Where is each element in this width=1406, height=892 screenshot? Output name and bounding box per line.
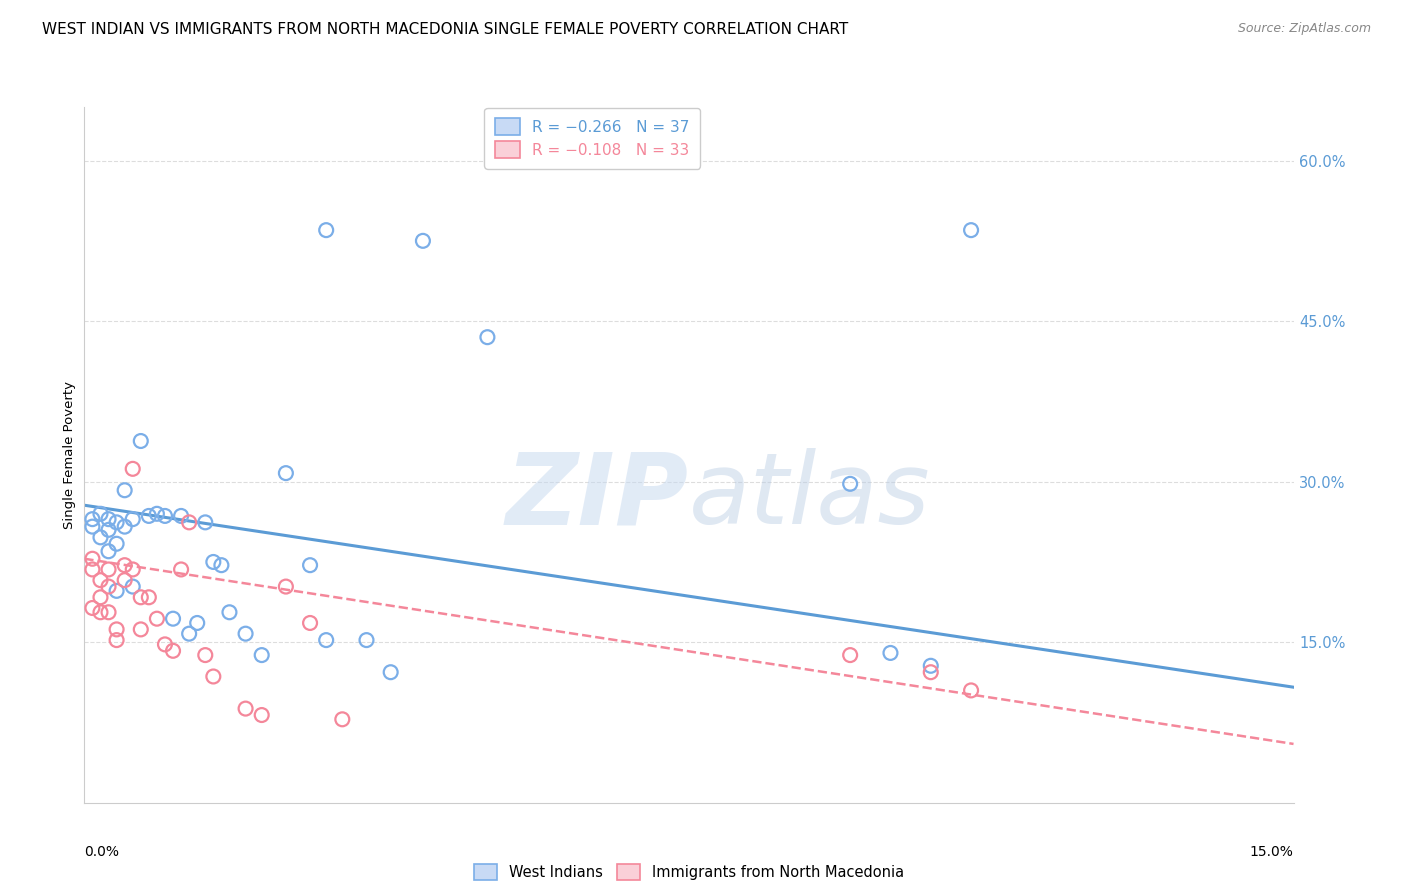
Point bbox=[299, 615, 322, 630]
Point bbox=[121, 462, 143, 476]
Point bbox=[114, 558, 136, 573]
Point bbox=[179, 516, 201, 530]
Point bbox=[97, 605, 120, 619]
Point bbox=[82, 601, 104, 615]
Point bbox=[105, 583, 128, 598]
Point bbox=[89, 591, 111, 605]
Point bbox=[162, 612, 184, 626]
Point bbox=[114, 519, 136, 533]
Point bbox=[194, 648, 217, 662]
Point bbox=[412, 234, 434, 248]
Point bbox=[129, 591, 152, 605]
Point bbox=[97, 562, 120, 576]
Point bbox=[121, 562, 143, 576]
Text: 15.0%: 15.0% bbox=[1250, 845, 1294, 858]
Point bbox=[82, 562, 104, 576]
Point bbox=[146, 612, 169, 626]
Point bbox=[162, 644, 184, 658]
Point bbox=[179, 626, 201, 640]
Point bbox=[250, 708, 273, 723]
Point bbox=[105, 516, 128, 530]
Point bbox=[170, 508, 193, 523]
Point bbox=[274, 466, 297, 480]
Point bbox=[299, 558, 322, 573]
Point bbox=[121, 580, 143, 594]
Point bbox=[146, 507, 169, 521]
Point bbox=[960, 683, 983, 698]
Point bbox=[920, 665, 942, 680]
Point bbox=[879, 646, 901, 660]
Point bbox=[138, 508, 160, 523]
Point bbox=[97, 512, 120, 526]
Point bbox=[235, 626, 257, 640]
Text: atlas: atlas bbox=[689, 448, 931, 545]
Point bbox=[960, 223, 983, 237]
Point bbox=[97, 544, 120, 558]
Point bbox=[129, 623, 152, 637]
Point bbox=[477, 330, 499, 344]
Point bbox=[105, 537, 128, 551]
Text: WEST INDIAN VS IMMIGRANTS FROM NORTH MACEDONIA SINGLE FEMALE POVERTY CORRELATION: WEST INDIAN VS IMMIGRANTS FROM NORTH MAC… bbox=[42, 22, 848, 37]
Point bbox=[89, 530, 111, 544]
Point bbox=[82, 551, 104, 566]
Legend: West Indians, Immigrants from North Macedonia: West Indians, Immigrants from North Mace… bbox=[468, 858, 910, 886]
Point bbox=[315, 223, 337, 237]
Point bbox=[82, 519, 104, 533]
Point bbox=[330, 712, 353, 726]
Point bbox=[209, 558, 232, 573]
Point bbox=[235, 701, 257, 715]
Point bbox=[105, 633, 128, 648]
Point bbox=[105, 623, 128, 637]
Point bbox=[194, 516, 217, 530]
Text: ZIP: ZIP bbox=[506, 448, 689, 545]
Point bbox=[315, 633, 337, 648]
Point bbox=[274, 580, 297, 594]
Point bbox=[202, 669, 225, 683]
Point bbox=[89, 605, 111, 619]
Point bbox=[153, 508, 176, 523]
Point bbox=[920, 658, 942, 673]
Point bbox=[356, 633, 378, 648]
Point bbox=[839, 476, 862, 491]
Text: Source: ZipAtlas.com: Source: ZipAtlas.com bbox=[1237, 22, 1371, 36]
Point bbox=[114, 483, 136, 498]
Point bbox=[89, 507, 111, 521]
Point bbox=[97, 523, 120, 537]
Point bbox=[839, 648, 862, 662]
Point bbox=[129, 434, 152, 448]
Point bbox=[89, 573, 111, 587]
Text: 0.0%: 0.0% bbox=[84, 845, 120, 858]
Point bbox=[170, 562, 193, 576]
Point bbox=[380, 665, 402, 680]
Point bbox=[97, 580, 120, 594]
Point bbox=[114, 573, 136, 587]
Point bbox=[138, 591, 160, 605]
Point bbox=[153, 637, 176, 651]
Point bbox=[250, 648, 273, 662]
Point bbox=[121, 512, 143, 526]
Y-axis label: Single Female Poverty: Single Female Poverty bbox=[63, 381, 76, 529]
Point bbox=[82, 512, 104, 526]
Point bbox=[186, 615, 208, 630]
Point bbox=[202, 555, 225, 569]
Point bbox=[218, 605, 240, 619]
